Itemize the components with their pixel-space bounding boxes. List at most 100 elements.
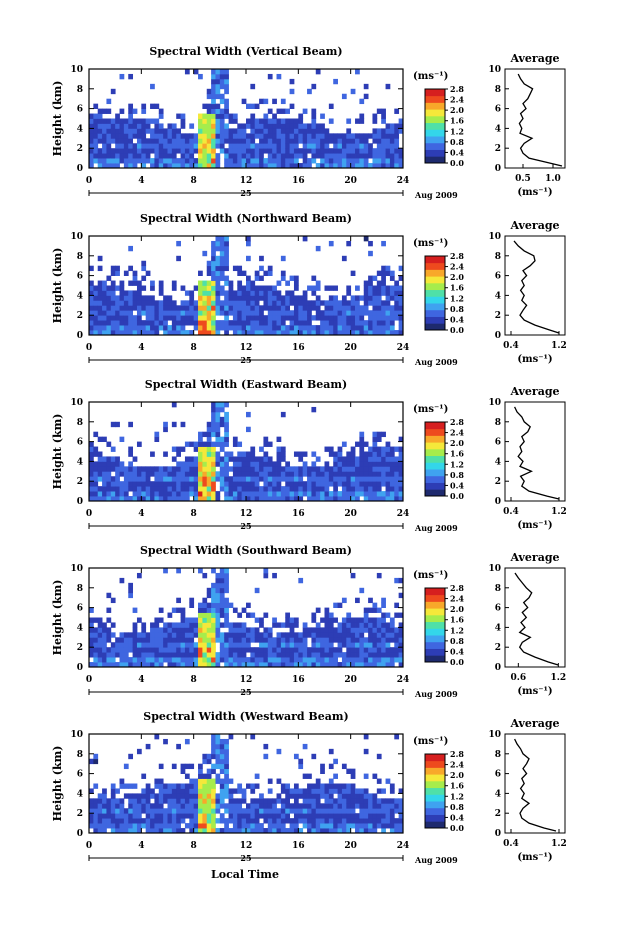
heatmap-cell: [263, 451, 269, 457]
heatmap-cell: [93, 753, 99, 760]
heatmap-cell: [158, 778, 164, 784]
heatmap-cell: [246, 496, 251, 502]
heatmap-cell: [145, 818, 151, 824]
heatmap-cell: [263, 133, 269, 139]
heatmap-cell: [311, 153, 317, 159]
heatmap-cell: [381, 466, 386, 472]
heatmap-cell: [198, 788, 203, 794]
heatmap-cell: [372, 118, 378, 124]
heatmap-cell: [307, 471, 312, 477]
heatmap-cell: [368, 622, 373, 628]
heatmap-cell: [154, 657, 160, 663]
heatmap-cells: [89, 734, 404, 834]
heatmap-cell: [228, 295, 234, 301]
heatmap-cell: [163, 637, 168, 643]
heatmap-cell: [298, 310, 304, 316]
heatmap-cell: [389, 123, 395, 129]
heatmap-cell: [315, 642, 321, 648]
heatmap-cell: [372, 642, 378, 648]
heatmap-cell: [372, 602, 378, 608]
heatmap-cell: [136, 305, 142, 311]
heatmap-cell: [167, 793, 173, 799]
heatmap-cell: [280, 491, 286, 497]
heatmap-cell: [376, 481, 382, 487]
heatmap-cell: [219, 607, 225, 613]
colorbar-tick-label: 1.6: [450, 449, 464, 459]
heatmap-cell: [115, 662, 120, 668]
heatmap-cell: [307, 88, 312, 95]
heatmap-cell: [328, 652, 334, 658]
heatmap-cell: [311, 275, 317, 281]
heatmap-cell: [302, 627, 308, 633]
heatmap-cell: [136, 823, 142, 829]
heatmap-cell: [376, 627, 382, 633]
heatmap-cell: [128, 153, 134, 159]
heatmap-cell: [267, 143, 273, 149]
heatmap-cell: [363, 285, 369, 291]
heatmap-cell: [145, 491, 151, 497]
heatmap-cell: [211, 828, 216, 834]
heatmap-cell: [211, 315, 216, 321]
heatmap-cell: [259, 813, 264, 819]
heatmap-cell: [376, 572, 382, 579]
heatmap-cell: [232, 813, 238, 819]
heatmap-cell: [232, 647, 238, 653]
heatmap-cell: [394, 808, 400, 814]
heatmap-cell: [211, 783, 216, 789]
heatmap-cell: [363, 612, 369, 618]
heatmap-cell: [158, 491, 164, 497]
heatmap-cell: [398, 647, 404, 653]
heatmap-cell: [176, 143, 181, 149]
heatmap-cell: [285, 295, 291, 301]
heatmap-cell: [280, 652, 286, 658]
heatmap-cell: [97, 798, 103, 804]
heatmap-cell: [180, 143, 186, 149]
heatmap-cell: [398, 471, 404, 477]
heatmap-cell: [359, 158, 365, 164]
heatmap-cell: [341, 466, 347, 472]
heatmap-cell: [263, 486, 269, 492]
heatmap-cell: [363, 823, 369, 829]
colorbar-tick-label: 0.8: [450, 802, 464, 812]
day-label: 25: [240, 853, 251, 863]
heatmap-cell: [119, 798, 125, 804]
heatmap-cell: [250, 456, 256, 462]
profile-title: Average: [509, 717, 559, 730]
heatmap-cell: [250, 466, 256, 472]
heatmap-cell: [115, 143, 120, 149]
heatmap-cell: [219, 763, 225, 770]
heatmap-cell: [193, 466, 199, 472]
heatmap-cell: [259, 158, 264, 164]
heatmap-cell: [189, 627, 195, 633]
heatmap-cell: [176, 148, 181, 154]
heatmap-cell: [250, 486, 256, 492]
heatmap-cell: [333, 652, 338, 658]
heatmap-cell: [167, 627, 173, 633]
heatmap-cell: [298, 148, 304, 154]
heatmap-cell: [289, 78, 295, 85]
heatmap-cell: [272, 652, 277, 658]
heatmap-cell: [398, 612, 404, 618]
heatmap-cell: [328, 133, 334, 139]
heatmap-cell: [215, 592, 221, 599]
heatmap-cell: [368, 461, 373, 467]
profile-y-tick-label: 10: [488, 564, 501, 574]
heatmap-cell: [237, 486, 243, 492]
heatmap-cell: [285, 148, 291, 154]
heatmap-cell: [307, 330, 312, 336]
heatmap-cell: [141, 148, 147, 154]
heatmap-cell: [211, 128, 216, 134]
heatmap-cell: [385, 491, 391, 497]
heatmap-cell: [171, 632, 177, 638]
colorbar-tick-label: 2.4: [450, 594, 464, 604]
heatmap-cell: [355, 441, 360, 447]
heatmap-cell: [315, 607, 321, 613]
heatmap-cell: [97, 617, 103, 623]
heatmap-cell: [158, 320, 164, 326]
heatmap-cell: [267, 481, 273, 487]
heatmap-cell: [106, 803, 112, 809]
heatmap-cell: [254, 103, 260, 109]
heatmap-cell: [246, 632, 251, 638]
heatmap-cell: [158, 158, 164, 164]
heatmap-cell: [320, 113, 325, 119]
